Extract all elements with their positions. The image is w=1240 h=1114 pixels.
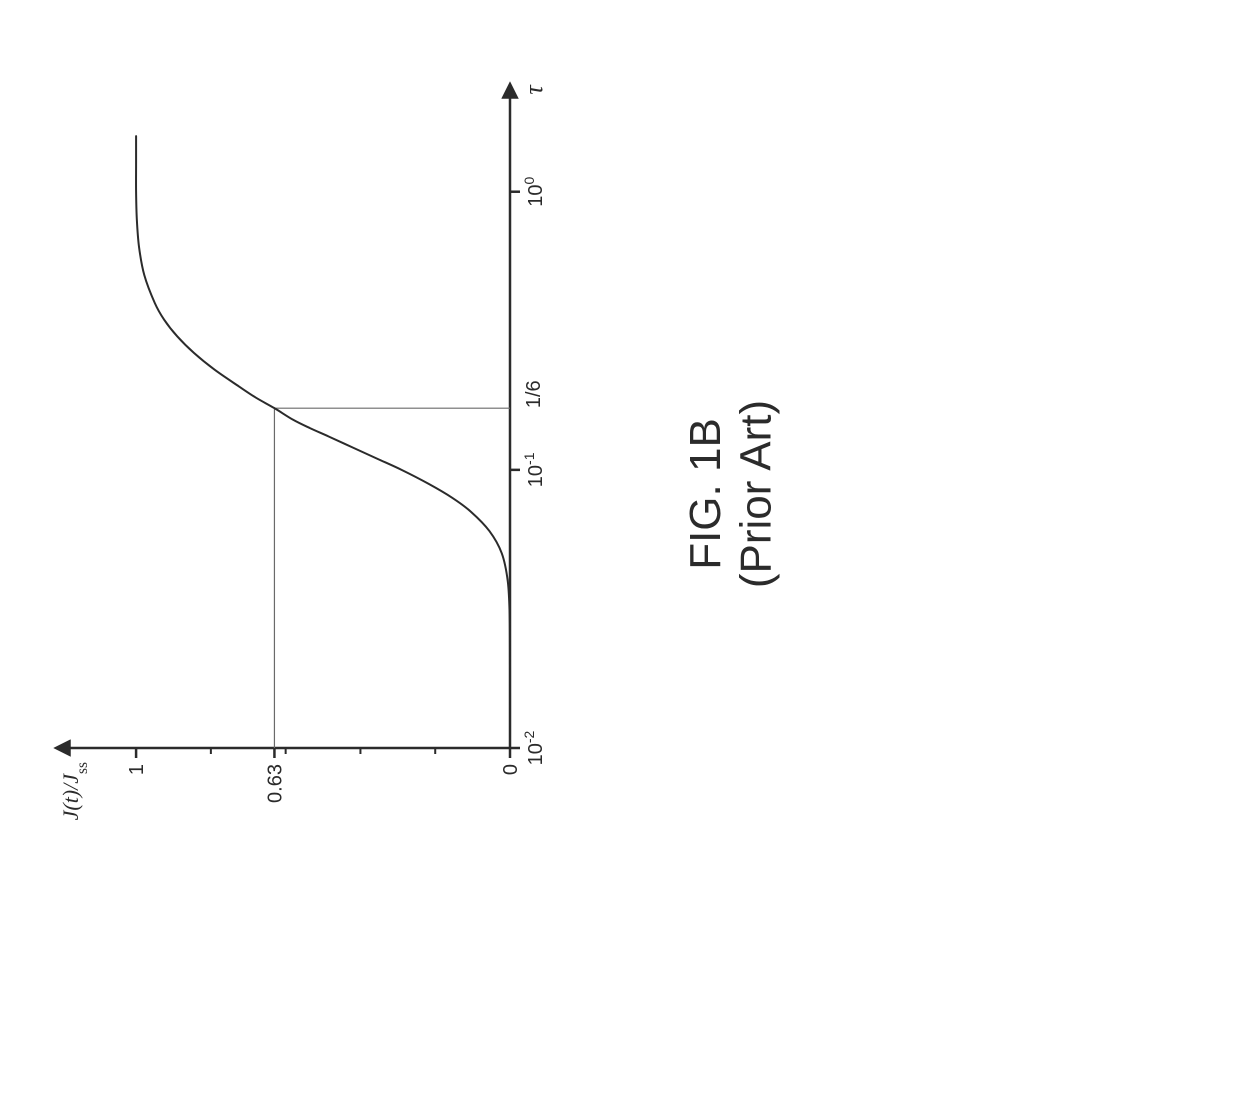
x-axis-label: τ — [519, 84, 548, 95]
y-tick-label: 0.63 — [264, 764, 286, 803]
y-tick-label: 0 — [500, 764, 522, 775]
figure-caption-line2: (Prior Art) — [732, 400, 781, 588]
x-extra-label: 1/6 — [523, 380, 545, 408]
figure-caption-line1: FIG. 1B — [681, 418, 730, 570]
chart-svg: 10-210-11001/6τ00.631J(t)/JssFIG. 1B(Pri… — [0, 0, 1240, 988]
y-tick-label: 1 — [126, 764, 148, 775]
chart-bg — [0, 0, 1240, 988]
